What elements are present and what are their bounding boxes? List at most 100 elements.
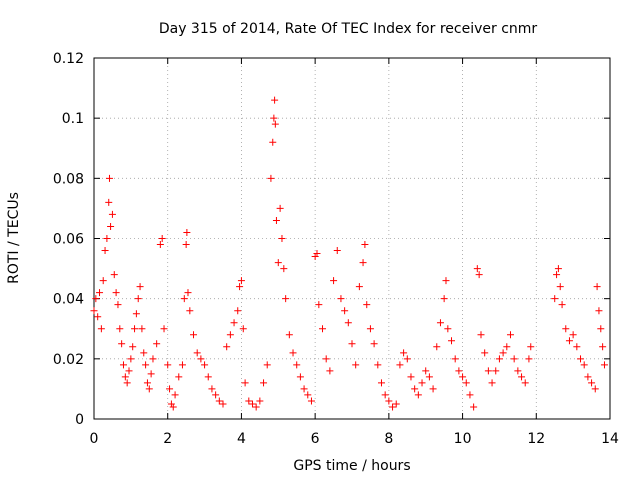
data-point bbox=[451, 355, 459, 363]
data-point bbox=[311, 253, 319, 261]
data-point bbox=[123, 379, 131, 387]
x-tick-label: 4 bbox=[237, 431, 246, 447]
data-point bbox=[239, 325, 247, 333]
data-point bbox=[223, 343, 231, 351]
data-point bbox=[276, 204, 284, 212]
data-point bbox=[341, 307, 349, 315]
data-point bbox=[278, 235, 286, 242]
data-point bbox=[422, 367, 430, 375]
data-point bbox=[280, 265, 288, 273]
data-point bbox=[285, 331, 293, 339]
data-point bbox=[186, 307, 194, 315]
x-tick-label: 14 bbox=[601, 431, 619, 447]
data-point bbox=[400, 349, 408, 357]
data-point bbox=[352, 361, 360, 369]
data-point bbox=[99, 277, 107, 285]
data-point bbox=[119, 361, 127, 369]
data-point bbox=[495, 355, 503, 363]
data-point bbox=[140, 349, 148, 357]
data-point bbox=[577, 355, 585, 363]
data-point bbox=[267, 174, 275, 182]
data-point bbox=[219, 400, 227, 408]
data-point bbox=[518, 373, 526, 381]
data-point bbox=[481, 349, 489, 357]
data-point bbox=[414, 391, 422, 399]
data-point bbox=[208, 385, 216, 393]
data-point bbox=[118, 340, 126, 348]
data-point bbox=[110, 271, 118, 279]
data-point bbox=[116, 325, 124, 333]
chart-title: Day 315 of 2014, Rate Of TEC Index for r… bbox=[159, 21, 538, 37]
data-point bbox=[315, 301, 323, 309]
data-point bbox=[510, 355, 518, 363]
data-point bbox=[263, 361, 271, 369]
data-point bbox=[488, 379, 496, 387]
data-point bbox=[392, 400, 400, 408]
data-point bbox=[234, 307, 242, 315]
data-point bbox=[143, 379, 151, 387]
data-point bbox=[573, 343, 581, 351]
data-point bbox=[107, 222, 115, 230]
data-point bbox=[466, 391, 474, 399]
data-point bbox=[236, 283, 244, 291]
data-points bbox=[90, 96, 608, 411]
data-point bbox=[129, 343, 137, 351]
data-point bbox=[580, 361, 588, 369]
data-point bbox=[551, 295, 559, 303]
data-point bbox=[363, 301, 371, 309]
data-point bbox=[94, 313, 102, 321]
data-point bbox=[470, 403, 478, 411]
plot-area-border bbox=[93, 57, 611, 420]
data-point bbox=[293, 361, 301, 369]
data-point bbox=[558, 301, 566, 309]
data-point bbox=[169, 403, 177, 411]
data-point bbox=[296, 373, 304, 381]
data-point bbox=[322, 355, 330, 363]
data-point bbox=[440, 295, 448, 303]
x-tick-label: 10 bbox=[454, 431, 472, 447]
data-point bbox=[344, 319, 352, 327]
y-axis-ticks: 0 0.02 0.04 0.06 0.08 0.1 0.12 bbox=[53, 51, 610, 428]
y-tick-label: 0.1 bbox=[62, 111, 84, 127]
data-point bbox=[562, 325, 570, 333]
data-point bbox=[90, 307, 98, 315]
data-point bbox=[149, 355, 157, 363]
data-point bbox=[444, 325, 452, 333]
data-point bbox=[131, 325, 139, 333]
data-point bbox=[260, 379, 268, 387]
data-point bbox=[127, 355, 135, 363]
data-point bbox=[97, 325, 105, 333]
data-point bbox=[462, 379, 470, 387]
data-point bbox=[477, 331, 485, 339]
data-point bbox=[600, 361, 608, 369]
data-point bbox=[366, 325, 374, 333]
y-tick-label: 0.02 bbox=[53, 352, 84, 368]
data-point bbox=[425, 373, 433, 381]
data-point bbox=[411, 385, 419, 393]
data-point bbox=[256, 397, 264, 405]
data-point bbox=[212, 391, 220, 399]
data-point bbox=[158, 235, 166, 242]
data-point bbox=[459, 373, 467, 381]
data-point bbox=[499, 349, 507, 357]
data-point bbox=[374, 361, 382, 369]
y-tick-label: 0 bbox=[75, 412, 84, 428]
data-point bbox=[153, 340, 161, 348]
data-point bbox=[230, 319, 238, 327]
data-point bbox=[389, 403, 397, 411]
data-point bbox=[175, 373, 183, 381]
y-axis-label: ROTI / TECUs bbox=[6, 192, 22, 284]
data-point bbox=[197, 355, 205, 363]
data-point bbox=[527, 343, 535, 351]
data-point bbox=[403, 355, 411, 363]
data-point bbox=[121, 373, 129, 381]
data-point bbox=[593, 283, 601, 291]
data-point bbox=[190, 331, 198, 339]
x-tick-label: 6 bbox=[311, 431, 320, 447]
data-point bbox=[565, 337, 573, 345]
data-point bbox=[326, 367, 334, 375]
data-point bbox=[125, 367, 133, 375]
x-axis-ticks: 0 2 4 6 8 10 12 14 bbox=[90, 58, 619, 447]
data-point bbox=[204, 373, 212, 381]
